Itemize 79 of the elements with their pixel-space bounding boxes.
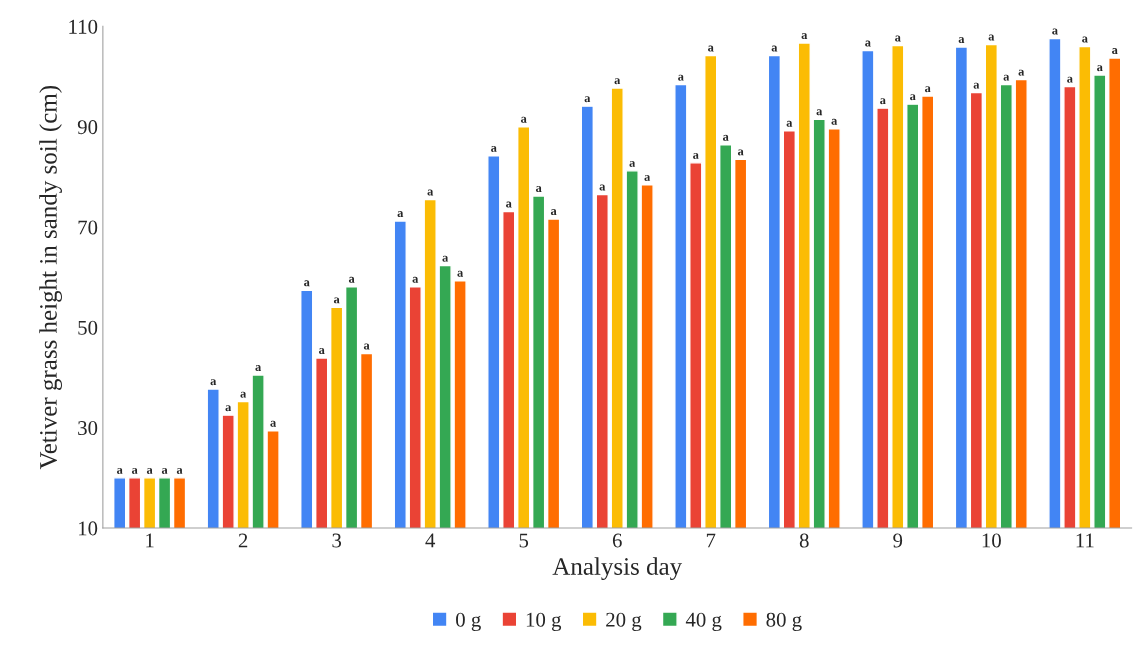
data-label: a <box>427 189 434 196</box>
data-label: a <box>1082 36 1088 43</box>
data-label: a <box>1067 76 1073 83</box>
data-label: a <box>363 343 370 350</box>
data-label: a <box>161 467 168 474</box>
data-label: a <box>412 276 419 283</box>
x-tick-label: 7 <box>706 533 716 548</box>
data-label: a <box>629 160 636 167</box>
data-label: a <box>270 420 277 427</box>
x-tick-label: 1 <box>146 533 154 548</box>
data-label: a <box>116 467 123 474</box>
data-label: a <box>910 94 916 101</box>
data-label: a <box>1003 74 1010 81</box>
data-label: a <box>831 118 838 125</box>
data-label: a <box>146 467 153 474</box>
x-tick-label: 10 <box>982 533 1001 548</box>
x-tick-label: 2 <box>238 533 248 548</box>
data-label: a <box>614 78 621 85</box>
x-tick-label: 11 <box>1076 533 1094 548</box>
data-label: a <box>1052 28 1058 35</box>
y-tick-label: 70 <box>78 220 98 235</box>
data-label: a <box>520 116 527 123</box>
data-label: a <box>895 35 901 42</box>
legend-label: 40 g <box>685 612 722 632</box>
data-label: a <box>442 255 449 262</box>
y-tick-label: 90 <box>77 120 98 135</box>
data-label: a <box>708 45 714 52</box>
data-label: a <box>786 120 793 127</box>
x-tick-label: 4 <box>425 533 436 548</box>
data-label: a <box>457 270 464 277</box>
data-label: a <box>1112 48 1118 55</box>
data-label: a <box>535 186 542 193</box>
data-label: a <box>880 98 886 105</box>
legend-label: 80 g <box>766 612 802 632</box>
x-tick-label: 8 <box>799 533 809 548</box>
data-label: a <box>131 467 138 474</box>
data-label: a <box>584 96 591 103</box>
x-axis-title: Analysis day <box>552 557 683 581</box>
y-axis-title: Vetiver grass height in sandy soil (cm) <box>39 85 62 470</box>
data-label: a <box>240 391 247 398</box>
y-tick-label: 30 <box>78 421 98 436</box>
x-tick-label: 3 <box>332 533 342 548</box>
data-label: a <box>550 209 557 216</box>
x-tick-label: 6 <box>612 533 622 548</box>
data-label: a <box>678 74 684 81</box>
data-label: a <box>506 201 512 208</box>
data-label: a <box>737 149 744 156</box>
y-tick-label: 50 <box>78 320 98 335</box>
data-label: a <box>397 211 404 218</box>
data-label: a <box>333 297 340 304</box>
data-label: a <box>771 45 778 52</box>
y-tick-label: 10 <box>79 521 98 536</box>
legend-label: 10 g <box>526 612 562 632</box>
legend-label: 0 g <box>456 612 481 632</box>
data-label: a <box>644 174 651 181</box>
data-label: a <box>348 276 355 283</box>
data-label: a <box>304 280 310 287</box>
data-label: a <box>1018 69 1025 76</box>
data-label: a <box>599 184 606 191</box>
data-label: a <box>988 34 995 41</box>
data-label: a <box>816 109 823 116</box>
data-label: a <box>924 86 931 93</box>
data-label: a <box>1097 65 1103 72</box>
data-label: a <box>255 365 262 372</box>
data-label: a <box>958 37 965 44</box>
data-label: a <box>973 82 980 89</box>
data-label: a <box>865 40 871 47</box>
x-tick-label: 9 <box>893 533 903 548</box>
data-label: a <box>318 348 325 355</box>
data-label: a <box>210 379 217 386</box>
data-label: a <box>225 405 232 412</box>
data-label: a <box>801 33 808 40</box>
data-label: a <box>722 134 729 141</box>
y-tick-label: 110 <box>69 19 98 34</box>
data-label: a <box>491 145 497 152</box>
data-label: a <box>693 152 699 159</box>
legend-label: 20 g <box>606 612 642 632</box>
data-label: a <box>176 467 183 474</box>
x-tick-label: 5 <box>519 533 529 548</box>
